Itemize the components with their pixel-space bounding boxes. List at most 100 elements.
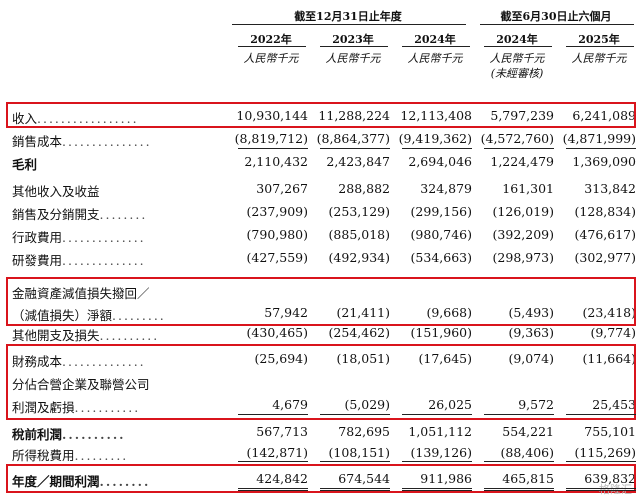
row-label: 收入................. (12, 108, 208, 127)
row-value: 2,423,847 (326, 154, 390, 169)
row-value: (128,834) (574, 204, 636, 219)
leader-dots: ........... (74, 400, 141, 415)
table-row: 研發費用.............. (427,559) (492,934) (534… (8, 247, 636, 269)
highlight-box-revenue (6, 102, 636, 128)
row-value: 755,101 (584, 424, 636, 439)
year-underline (402, 46, 470, 47)
row-label-text: 分佔合營企業及聯營公司 (12, 377, 150, 392)
row-label: 研發費用.............. (12, 250, 208, 269)
row-label-text: 收入 (12, 111, 38, 126)
row-value: (17,645) (418, 351, 473, 366)
row-label-text: 稅前利潤 (12, 427, 63, 442)
row-value: (23,418) (582, 305, 637, 320)
group-header-half-year: 截至6月30日止六個月 (500, 10, 612, 23)
year-header: 2022年 (250, 33, 292, 46)
total-double-underline (402, 488, 472, 491)
total-double-underline (484, 488, 554, 491)
group-header-line (232, 24, 466, 25)
row-label-text: 行政費用 (12, 230, 63, 245)
row-value: 324,879 (420, 181, 472, 196)
watermark: 格隆汇 (599, 483, 632, 496)
subtotal-underline (402, 414, 472, 415)
subtotal-underline (402, 148, 472, 149)
row-value: 26,025 (428, 397, 472, 412)
row-label: 所得稅費用......... (12, 445, 208, 464)
table-row: 收入................. 10,930,144 11,288,224 1… (8, 105, 636, 127)
group-header-line (480, 24, 634, 25)
row-value: 2,694,046 (408, 154, 472, 169)
year-header: 2025年 (578, 33, 620, 46)
row-label: 稅前利潤.......... (12, 424, 208, 443)
year-header: 2023年 (332, 33, 374, 46)
highlight-box-profit (6, 464, 636, 493)
row-value: 2,110,432 (244, 154, 308, 169)
subtotal-underline (566, 148, 636, 149)
row-label-text: 其他收入及收益 (12, 184, 100, 199)
row-value: (298,973) (492, 250, 554, 265)
leader-dots: .......... (62, 427, 126, 442)
row-value: (9,774) (590, 325, 636, 340)
row-value: 57,942 (264, 305, 308, 320)
total-double-underline (238, 488, 308, 491)
row-label-text: 研發費用 (12, 253, 63, 268)
leader-dots: ......... (112, 308, 166, 323)
subtotal-underline (484, 148, 554, 149)
year-underline (566, 46, 634, 47)
row-value: (18,051) (336, 351, 391, 366)
year-underline (484, 46, 552, 47)
row-value: (5,029) (344, 397, 390, 412)
row-value: (9,363) (508, 325, 554, 340)
row-value: (25,694) (254, 351, 309, 366)
row-value: (237,909) (246, 204, 308, 219)
row-label-text: 年度／期間利潤 (12, 474, 100, 489)
leader-dots: ........ (99, 207, 148, 222)
subtotal-underline (566, 414, 636, 415)
row-value: (430,465) (246, 325, 308, 340)
table-row: 分佔合營企業及聯營公司 (8, 371, 636, 393)
row-value: 25,453 (592, 397, 636, 412)
group-header-full-year: 截至12月31日止年度 (294, 10, 402, 23)
table-row: 財務成本.............. (25,694) (18,051) (17,64… (8, 348, 636, 370)
row-value: 567,713 (256, 424, 308, 439)
row-value: 161,301 (502, 181, 554, 196)
row-label: 行政費用.............. (12, 227, 208, 246)
row-value: (115,269) (574, 445, 636, 460)
row-label: 年度／期間利潤........ (12, 471, 208, 490)
unit-label: 人民幣千元 (489, 52, 545, 65)
subtotal-underline (320, 461, 390, 462)
leader-dots: .............. (62, 354, 146, 369)
subtotal-underline (238, 148, 308, 149)
row-value: (492,934) (328, 250, 390, 265)
subtotal-underline (484, 414, 554, 415)
row-label: 毛利 (12, 154, 208, 173)
leader-dots: ......... (74, 448, 129, 463)
leader-dots: ............... (62, 134, 152, 149)
highlight-box-finance-costs (6, 344, 636, 420)
row-value: 12,113,408 (400, 108, 472, 123)
row-label-text: 財務成本 (12, 354, 63, 369)
total-double-underline (566, 488, 636, 491)
row-value: 465,815 (502, 471, 554, 486)
row-label: （減值損失）淨額......... (12, 305, 208, 324)
row-label: 銷售成本............... (12, 131, 208, 150)
row-label-text: 毛利 (12, 157, 38, 172)
leader-dots: ................. (37, 111, 139, 126)
row-value: (790,980) (246, 227, 308, 242)
row-value: 313,842 (584, 181, 636, 196)
row-value: 4,679 (272, 397, 308, 412)
row-value: (142,871) (246, 445, 308, 460)
row-value: (9,668) (426, 305, 472, 320)
subtotal-underline (320, 414, 390, 415)
row-label: 其他開支及損失.......... (12, 325, 208, 344)
row-value: (9,419,362) (398, 131, 472, 146)
leader-dots: .......... (99, 328, 160, 343)
row-value: 911,986 (420, 471, 472, 486)
unit-label: 人民幣千元 (571, 52, 627, 65)
row-value: 6,241,089 (572, 108, 636, 123)
table-row: 稅前利潤.......... 567,713 782,695 1,051,112 554… (8, 421, 636, 443)
total-double-underline (320, 488, 390, 491)
row-label-text: 所得稅費用 (12, 448, 75, 463)
leader-dots: .............. (62, 230, 146, 245)
table-row: 年度／期間利潤........ 424,842 674,544 911,986 465,… (8, 468, 636, 490)
table-row: 其他開支及損失.......... (430,465) (254,462) (151,… (8, 322, 636, 344)
